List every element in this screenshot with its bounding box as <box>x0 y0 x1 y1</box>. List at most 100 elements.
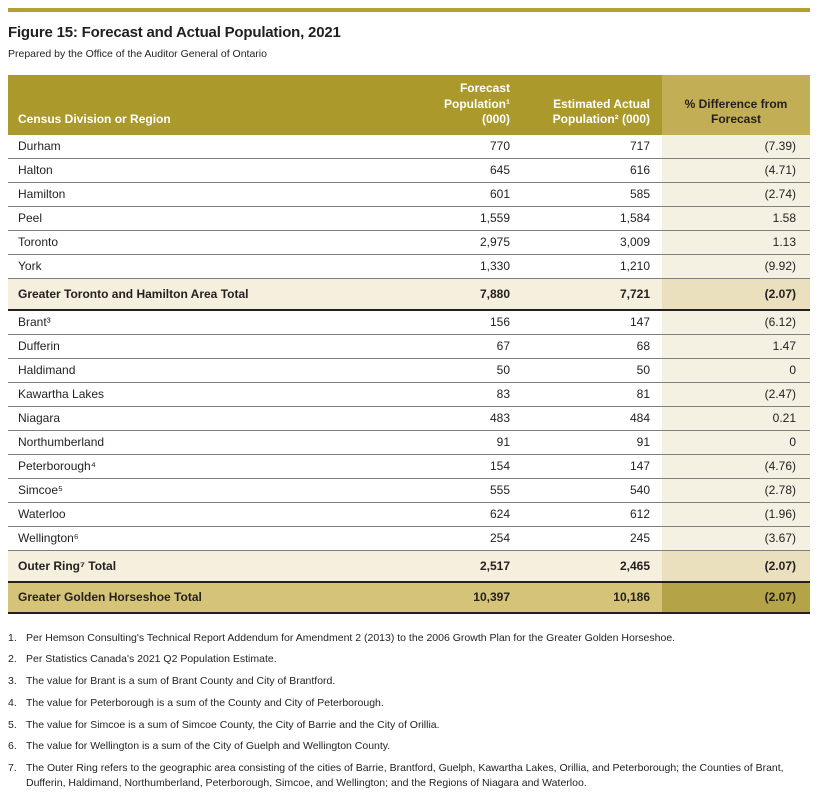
diff-value: (7.39) <box>662 134 810 159</box>
row-label: Greater Toronto and Hamilton Area Total <box>8 278 422 311</box>
forecast-value: 67 <box>422 334 522 359</box>
row-label: Durham <box>8 134 422 159</box>
actual-value: 2,465 <box>522 550 662 583</box>
column-header-region: Census Division or Region <box>8 75 422 135</box>
forecast-value: 154 <box>422 454 522 479</box>
table-row: Hamilton 601 585 (2.74) <box>8 182 810 207</box>
actual-value: 147 <box>522 454 662 479</box>
row-label: Outer Ring⁷ Total <box>8 550 422 583</box>
table-row: Peterborough⁴ 154 147 (4.76) <box>8 454 810 479</box>
diff-value: (3.67) <box>662 526 810 551</box>
table-row: Peel 1,559 1,584 1.58 <box>8 206 810 231</box>
footnote-text: Per Hemson Consulting's Technical Report… <box>26 631 676 644</box>
footnote-number: 2. <box>8 653 17 666</box>
actual-value: 484 <box>522 406 662 431</box>
actual-value: 7,721 <box>522 278 662 311</box>
diff-value: 1.58 <box>662 206 810 231</box>
footnote-text: Per Statistics Canada's 2021 Q2 Populati… <box>26 653 277 666</box>
diff-value: (2.07) <box>662 278 810 311</box>
column-header-actual: Estimated Actual Population² (000) <box>522 75 662 135</box>
forecast-value: 254 <box>422 526 522 551</box>
actual-value: 10,186 <box>522 581 662 614</box>
actual-value: 81 <box>522 382 662 407</box>
forecast-value: 770 <box>422 134 522 159</box>
column-header-forecast: Forecast Population¹ (000) <box>422 75 522 135</box>
diff-value: 1.47 <box>662 334 810 359</box>
diff-value: (2.47) <box>662 382 810 407</box>
row-label: Haldimand <box>8 358 422 383</box>
row-label: Simcoe⁵ <box>8 478 422 503</box>
footnote-text: The value for Wellington is a sum of the… <box>26 740 391 753</box>
forecast-value: 91 <box>422 430 522 455</box>
actual-value: 540 <box>522 478 662 503</box>
figure-title: Figure 15: Forecast and Actual Populatio… <box>8 24 341 41</box>
population-table: Census Division or Region Forecast Popula… <box>8 75 810 614</box>
diff-value: (2.07) <box>662 550 810 583</box>
footnote-text: The value for Peterborough is a sum of t… <box>26 696 384 709</box>
table-row: Dufferin 67 68 1.47 <box>8 334 810 359</box>
table-row: Toronto 2,975 3,009 1.13 <box>8 230 810 255</box>
table-row: Haldimand 50 50 0 <box>8 358 810 383</box>
table-row: Durham 770 717 (7.39) <box>8 134 810 159</box>
diff-value: 0 <box>662 358 810 383</box>
diff-value: (2.78) <box>662 478 810 503</box>
forecast-value: 1,330 <box>422 254 522 279</box>
row-label: Dufferin <box>8 334 422 359</box>
forecast-value: 83 <box>422 382 522 407</box>
forecast-value: 7,880 <box>422 278 522 311</box>
diff-value: (1.96) <box>662 502 810 527</box>
row-label: Brant³ <box>8 309 422 335</box>
forecast-value: 645 <box>422 158 522 183</box>
footnote-item: 5. The value for Simcoe is a sum of Simco… <box>8 718 810 733</box>
table-row: Waterloo 624 612 (1.96) <box>8 502 810 527</box>
table-row: York 1,330 1,210 (9.92) <box>8 254 810 279</box>
footnote-item: 4. The value for Peterborough is a sum of… <box>8 696 810 711</box>
footnote-text: The Outer Ring refers to the geographic … <box>26 761 784 789</box>
row-label: Peel <box>8 206 422 231</box>
actual-value: 616 <box>522 158 662 183</box>
footnote-item: 7. The Outer Ring refers to the geographi… <box>8 761 810 790</box>
actual-value: 245 <box>522 526 662 551</box>
diff-value: (2.74) <box>662 182 810 207</box>
footnote-number: 3. <box>8 675 17 688</box>
table-row: Simcoe⁵ 555 540 (2.78) <box>8 478 810 503</box>
row-label: Toronto <box>8 230 422 255</box>
forecast-value: 156 <box>422 309 522 335</box>
diff-value: 0.21 <box>662 406 810 431</box>
row-label: Halton <box>8 158 422 183</box>
diff-value: 0 <box>662 430 810 455</box>
forecast-value: 2,517 <box>422 550 522 583</box>
row-label: Northumberland <box>8 430 422 455</box>
footnote-number: 1. <box>8 631 17 644</box>
forecast-value: 10,397 <box>422 581 522 614</box>
actual-value: 91 <box>522 430 662 455</box>
forecast-value: 624 <box>422 502 522 527</box>
table-total-row: Greater Toronto and Hamilton Area Total 7… <box>8 278 810 311</box>
row-label: Peterborough⁴ <box>8 454 422 479</box>
footnote-item: 2. Per Statistics Canada's 2021 Q2 Popula… <box>8 652 810 667</box>
diff-value: (2.07) <box>662 581 810 614</box>
forecast-value: 1,559 <box>422 206 522 231</box>
forecast-value: 2,975 <box>422 230 522 255</box>
table-header-row: Census Division or Region Forecast Popula… <box>8 75 810 135</box>
actual-value: 68 <box>522 334 662 359</box>
table-row: Halton 645 616 (4.71) <box>8 158 810 183</box>
table-total-row: Outer Ring⁷ Total 2,517 2,465 (2.07) <box>8 550 810 583</box>
table-row: Wellington⁶ 254 245 (3.67) <box>8 526 810 551</box>
table-total-row: Greater Golden Horseshoe Total 10,397 10,1… <box>8 581 810 614</box>
footnote-number: 6. <box>8 740 17 753</box>
footnote-item: 6. The value for Wellington is a sum of t… <box>8 739 810 754</box>
footnotes-list: 1. Per Hemson Consulting's Technical Repo… <box>8 631 810 791</box>
footnote-item: 3. The value for Brant is a sum of Brant … <box>8 674 810 689</box>
footnote-number: 4. <box>8 696 17 709</box>
row-label: York <box>8 254 422 279</box>
actual-value: 1,210 <box>522 254 662 279</box>
row-label: Wellington⁶ <box>8 526 422 551</box>
column-header-diff: % Difference from Forecast <box>662 75 810 135</box>
diff-value: (6.12) <box>662 309 810 335</box>
actual-value: 717 <box>522 134 662 159</box>
figure-subtitle: Prepared by the Office of the Auditor Ge… <box>8 48 267 60</box>
top-rule <box>8 8 810 12</box>
diff-value: (4.76) <box>662 454 810 479</box>
